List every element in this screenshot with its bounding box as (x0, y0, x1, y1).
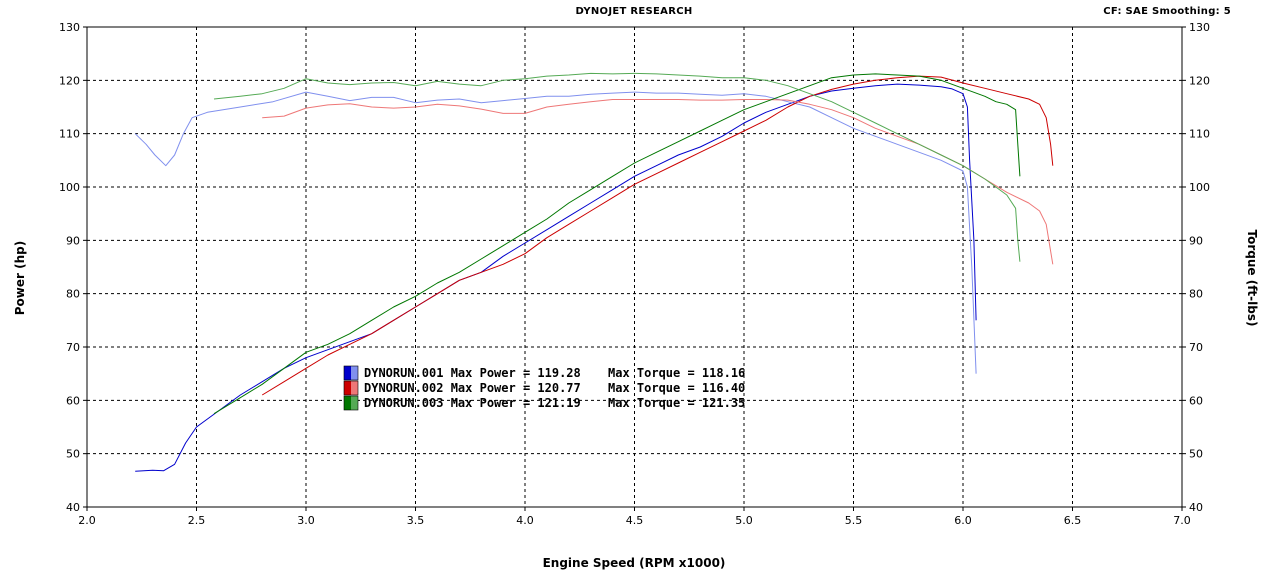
y-axis-left-label: Power (hp) (13, 241, 27, 315)
y-tick-label-right: 90 (1189, 234, 1203, 247)
series-line-dynorun-001-torque (134, 91, 977, 374)
y-tick-label-left: 60 (66, 394, 80, 407)
x-tick-label: 3.5 (407, 514, 425, 527)
legend-swatch-power (344, 396, 351, 410)
y-tick-label-right: 130 (1189, 21, 1210, 34)
x-tick-label: 4.5 (626, 514, 644, 527)
y-tick-label-left: 100 (59, 181, 80, 194)
x-tick-label: 4.0 (516, 514, 534, 527)
y-tick-label-right: 120 (1189, 74, 1210, 87)
series-line-dynorun-003-power (213, 73, 1021, 415)
series-line-dynorun-003-torque (213, 72, 1021, 262)
legend-swatch-power (344, 381, 351, 395)
legend-entry: DYNORUN.001 Max Power = 119.28 Max Torque… (343, 365, 745, 381)
legend-torque-label: Max Torque = 121.35 (608, 396, 745, 410)
legend-swatch-torque (351, 381, 358, 395)
legend-power-label: DYNORUN.003 Max Power = 121.19 (364, 396, 581, 410)
y-tick-label-left: 130 (59, 21, 80, 34)
x-tick-label: 7.0 (1173, 514, 1191, 527)
chart-title: DYNOJET RESEARCH (575, 6, 692, 17)
legend-entry: DYNORUN.003 Max Power = 121.19 Max Torque… (343, 395, 745, 411)
legend-power-label: DYNORUN.002 Max Power = 120.77 (364, 381, 581, 395)
y-tick-label-right: 40 (1189, 501, 1203, 514)
y-tick-label-left: 40 (66, 501, 80, 514)
x-tick-label: 6.0 (954, 514, 972, 527)
series-line-dynorun-001-power (135, 83, 977, 472)
chart-settings: CF: SAE Smoothing: 5 (1103, 6, 1231, 17)
legend-swatch-torque (351, 396, 358, 410)
x-tick-label: 3.0 (297, 514, 315, 527)
legend-swatch-power (344, 366, 351, 380)
y-tick-label-left: 80 (66, 288, 80, 301)
legend: DYNORUN.001 Max Power = 119.28 Max Torque… (343, 365, 745, 411)
series-line-dynorun-002-power (261, 75, 1054, 396)
series-line-dynorun-002-torque (262, 99, 1054, 265)
x-tick-label: 5.0 (735, 514, 753, 527)
y-axis-right-label: Torque (ft-lbs) (1245, 230, 1259, 327)
y-tick-label-left: 120 (59, 74, 80, 87)
y-tick-label-right: 70 (1189, 341, 1203, 354)
legend-swatch-torque (351, 366, 358, 380)
y-tick-label-right: 80 (1189, 288, 1203, 301)
y-tick-label-right: 100 (1189, 181, 1210, 194)
legend-torque-label: Max Torque = 116.40 (608, 381, 745, 395)
legend-swatch-border (343, 380, 359, 396)
y-tick-label-left: 50 (66, 448, 80, 461)
grid (87, 27, 1182, 507)
legend-torque-label: Max Torque = 118.16 (608, 366, 745, 380)
y-tick-label-left: 70 (66, 341, 80, 354)
y-tick-label-left: 110 (59, 128, 80, 141)
series-lines (134, 72, 1054, 472)
x-tick-label: 6.5 (1064, 514, 1082, 527)
y-tick-label-right: 60 (1189, 394, 1203, 407)
x-axis-label: Engine Speed (RPM x1000) (543, 556, 726, 570)
legend-entry: DYNORUN.002 Max Power = 120.77 Max Torque… (343, 380, 745, 396)
legend-swatch-border (343, 365, 359, 381)
x-tick-label: 5.5 (845, 514, 863, 527)
x-tick-label: 2.5 (188, 514, 206, 527)
legend-swatch-border (343, 395, 359, 411)
x-tick-label: 2.0 (78, 514, 96, 527)
y-tick-label-left: 90 (66, 234, 80, 247)
y-tick-label-right: 110 (1189, 128, 1210, 141)
axis-ticks: 2.0 2.5 3.0 3.5 4.0 4.5 5.0 5.5 6.0 6.5 7.04050607… (59, 21, 1210, 527)
legend-power-label: DYNORUN.001 Max Power = 119.28 (364, 366, 581, 380)
y-tick-label-right: 50 (1189, 448, 1203, 461)
